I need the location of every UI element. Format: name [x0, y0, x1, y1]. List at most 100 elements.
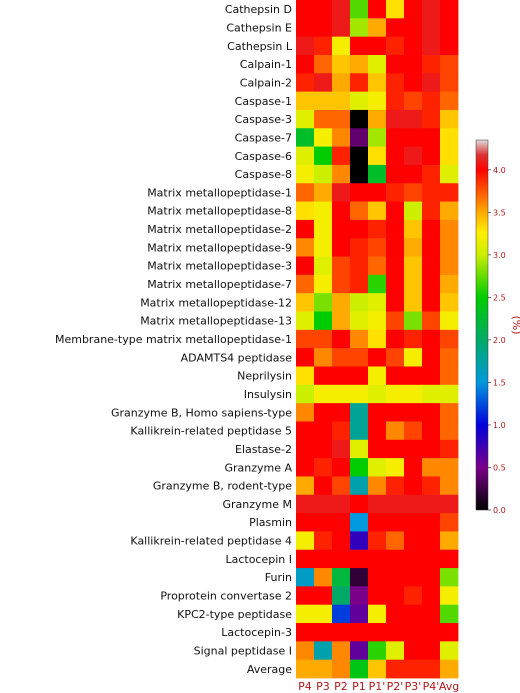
heatmap-cell [440, 311, 459, 331]
heatmap-cell [440, 293, 459, 312]
heatmap-cell [404, 164, 423, 184]
heatmap-cell [296, 238, 315, 257]
heatmap-cell [314, 513, 333, 532]
heatmap-cell [314, 36, 333, 56]
heatmap-cell [422, 128, 441, 147]
heatmap-cell [404, 311, 423, 331]
heatmap-cell [422, 568, 441, 587]
heatmap-cell [350, 329, 369, 349]
heatmap-cell [440, 604, 459, 624]
row-label: Calpain-2 [240, 76, 292, 89]
heatmap-cell [350, 109, 369, 129]
heatmap-cell [296, 549, 315, 569]
heatmap-cell [296, 403, 315, 422]
heatmap-cell [314, 18, 333, 38]
heatmap-cell [422, 329, 441, 349]
colorbar-tick-label: 3.5 [493, 208, 506, 217]
heatmap-cell [404, 439, 423, 459]
heatmap-cell [386, 109, 405, 129]
heatmap-cell [404, 568, 423, 587]
heatmap-cell [332, 36, 351, 56]
heatmap-cell [296, 329, 315, 349]
heatmap-cell [314, 201, 333, 221]
row-label: Matrix metallopeptidase-8 [147, 205, 292, 218]
heatmap-cell [296, 293, 315, 312]
heatmap-cell [386, 421, 405, 441]
heatmap-cell [440, 109, 459, 129]
row-label: Matrix metallopeptidase-7 [147, 278, 292, 291]
heatmap-cell [422, 623, 441, 642]
heatmap-cell [368, 146, 387, 166]
heatmap-cell [440, 531, 459, 551]
heatmap-cell [296, 494, 315, 514]
heatmap-cell [404, 201, 423, 221]
heatmap-cell [386, 531, 405, 551]
heatmap-cell [350, 531, 369, 551]
row-label: Insulysin [244, 388, 292, 401]
heatmap-cell [386, 659, 405, 679]
heatmap-cell [440, 549, 459, 569]
row-label: Caspase-1 [235, 95, 292, 108]
heatmap-cell [350, 348, 369, 367]
heatmap-cell [350, 384, 369, 404]
heatmap-cell [350, 36, 369, 56]
heatmap-cell [368, 568, 387, 587]
heatmap-cell [368, 219, 387, 239]
row-label: Calpain-1 [240, 58, 292, 71]
heatmap-cell [422, 494, 441, 514]
heatmap-cell [440, 128, 459, 147]
heatmap-cell [422, 458, 441, 477]
heatmap-cell [350, 201, 369, 221]
heatmap-cell [314, 568, 333, 587]
heatmap-cell [440, 18, 459, 38]
heatmap-cell [296, 623, 315, 642]
row-label: Granzyme B, rodent-type [153, 480, 292, 493]
heatmap-cell [314, 54, 333, 74]
heatmap-cell [422, 73, 441, 93]
heatmap-cell [368, 623, 387, 642]
colorbar-tick-label: 1.5 [493, 378, 506, 387]
heatmap-cell [350, 604, 369, 624]
heatmap-cell [404, 293, 423, 312]
heatmap-cell [296, 128, 315, 147]
heatmap-cell [368, 293, 387, 312]
heatmap-cell [422, 641, 441, 661]
heatmap-cell [350, 439, 369, 459]
row-label: Proprotein convertase 2 [160, 590, 292, 603]
heatmap-cell [314, 494, 333, 514]
heatmap-cell [404, 128, 423, 147]
heatmap-cell [404, 641, 423, 661]
heatmap-cell [422, 348, 441, 367]
heatmap-cell [296, 201, 315, 221]
heatmap-cell [314, 128, 333, 147]
heatmap-cell [296, 458, 315, 477]
row-label: Caspase-3 [235, 113, 292, 126]
heatmap-cell [296, 0, 315, 19]
heatmap-cell [314, 531, 333, 551]
heatmap-cell [368, 238, 387, 257]
column-label: P3' [405, 680, 422, 693]
heatmap-cell [332, 549, 351, 569]
heatmap-cell [368, 476, 387, 496]
column-labels: P4 P3 P2 P1 P1' P2' P3' P4' Avg [298, 680, 459, 693]
column-label: P1' [369, 680, 386, 693]
heatmap-cell [350, 549, 369, 569]
heatmap-cell [440, 0, 459, 19]
heatmap-cell [440, 201, 459, 221]
heatmap-cell [332, 164, 351, 184]
heatmap-cell [404, 73, 423, 93]
heatmap-cell [422, 366, 441, 386]
heatmap-cell [386, 604, 405, 624]
heatmap-cell [386, 384, 405, 404]
heatmap-cell [368, 18, 387, 38]
heatmap-cell [332, 256, 351, 276]
heatmap-cell [332, 183, 351, 202]
heatmap-cell [440, 403, 459, 422]
heatmap-cell [332, 293, 351, 312]
row-label: Granzyme A [224, 461, 292, 474]
heatmap-cell [404, 403, 423, 422]
heatmap-cell [314, 604, 333, 624]
heatmap-cell [404, 476, 423, 496]
heatmap-cell [386, 586, 405, 606]
